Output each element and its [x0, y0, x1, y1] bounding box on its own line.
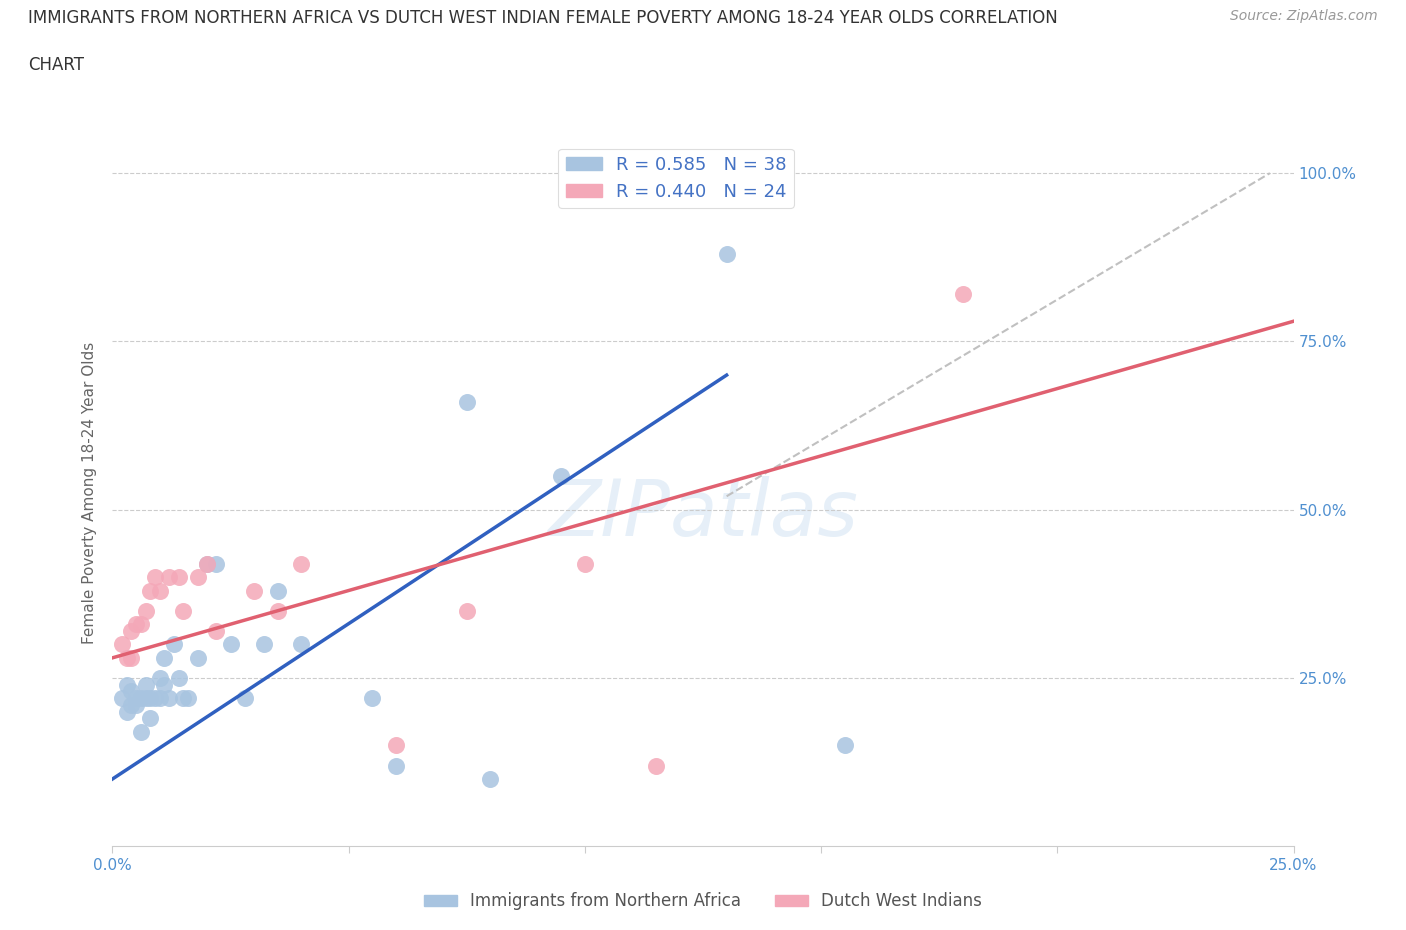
Point	[120, 650, 142, 665]
Point	[361, 691, 384, 706]
Point	[219, 637, 242, 652]
Point	[172, 604, 194, 618]
Point	[120, 684, 142, 699]
Point	[157, 569, 180, 584]
Point	[149, 691, 172, 706]
Point	[111, 691, 134, 706]
Point	[267, 583, 290, 598]
Point	[149, 583, 172, 598]
Point	[167, 671, 190, 685]
Legend: Immigrants from Northern Africa, Dutch West Indians: Immigrants from Northern Africa, Dutch W…	[418, 885, 988, 917]
Point	[253, 637, 276, 652]
Point	[120, 623, 142, 638]
Point	[125, 698, 148, 712]
Point	[205, 556, 228, 571]
Point	[290, 637, 312, 652]
Point	[456, 604, 478, 618]
Point	[111, 637, 134, 652]
Point	[143, 691, 166, 706]
Point	[129, 724, 152, 739]
Point	[205, 623, 228, 638]
Point	[129, 691, 152, 706]
Point	[167, 569, 190, 584]
Point	[139, 691, 162, 706]
Point	[153, 677, 176, 692]
Point	[456, 394, 478, 409]
Point	[115, 650, 138, 665]
Text: ZIPatlas: ZIPatlas	[547, 476, 859, 552]
Point	[135, 677, 157, 692]
Legend: R = 0.585   N = 38, R = 0.440   N = 24: R = 0.585 N = 38, R = 0.440 N = 24	[558, 149, 794, 208]
Point	[834, 737, 856, 752]
Point	[385, 737, 408, 752]
Point	[243, 583, 266, 598]
Point	[186, 650, 208, 665]
Point	[550, 469, 572, 484]
Point	[574, 556, 596, 571]
Point	[479, 772, 502, 787]
Point	[233, 691, 256, 706]
Point	[952, 286, 974, 301]
Point	[290, 556, 312, 571]
Point	[149, 671, 172, 685]
Point	[120, 698, 142, 712]
Point	[172, 691, 194, 706]
Point	[385, 758, 408, 773]
Point	[135, 691, 157, 706]
Point	[135, 604, 157, 618]
Y-axis label: Female Poverty Among 18-24 Year Olds: Female Poverty Among 18-24 Year Olds	[82, 342, 97, 644]
Point	[125, 617, 148, 631]
Point	[177, 691, 200, 706]
Point	[143, 569, 166, 584]
Point	[129, 617, 152, 631]
Text: IMMIGRANTS FROM NORTHERN AFRICA VS DUTCH WEST INDIAN FEMALE POVERTY AMONG 18-24 : IMMIGRANTS FROM NORTHERN AFRICA VS DUTCH…	[28, 9, 1057, 27]
Point	[267, 604, 290, 618]
Point	[139, 711, 162, 725]
Point	[153, 650, 176, 665]
Point	[195, 556, 218, 571]
Point	[644, 758, 666, 773]
Point	[115, 677, 138, 692]
Point	[157, 691, 180, 706]
Text: CHART: CHART	[28, 56, 84, 73]
Point	[716, 246, 738, 261]
Point	[186, 569, 208, 584]
Point	[163, 637, 186, 652]
Point	[139, 583, 162, 598]
Point	[115, 704, 138, 719]
Point	[125, 691, 148, 706]
Text: Source: ZipAtlas.com: Source: ZipAtlas.com	[1230, 9, 1378, 23]
Point	[195, 556, 218, 571]
